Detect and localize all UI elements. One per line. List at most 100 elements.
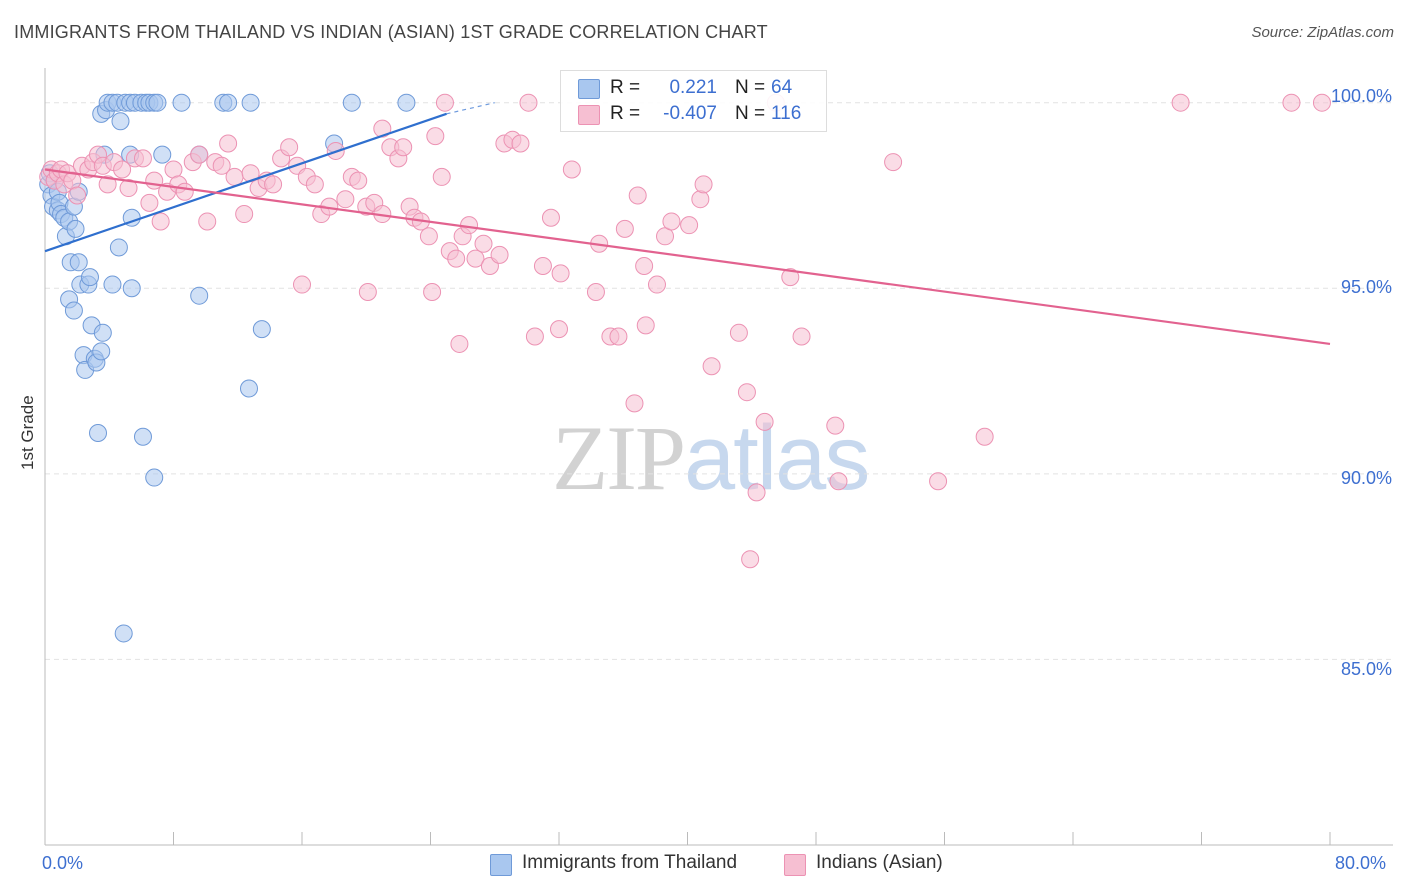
legend-row-thailand: R = 0.221 N = 64 (561, 75, 826, 101)
indians-point (151, 212, 170, 231)
legend-swatch-pink (578, 105, 600, 125)
indians-point (636, 316, 655, 335)
y-tick-label-85: 85.0% (1340, 659, 1392, 679)
thailand-point (397, 93, 416, 112)
thailand-point (241, 93, 260, 112)
legend-r-label: R = (610, 77, 641, 98)
indians-point (929, 472, 948, 491)
indians-point (525, 327, 544, 346)
indians-point (1171, 93, 1190, 112)
indians-point (609, 327, 628, 346)
thailand-point (133, 427, 152, 446)
indians-point (113, 160, 132, 179)
indians-point (426, 127, 445, 146)
indians-point (394, 138, 413, 157)
x-tick-label-min: 0.0% (42, 853, 84, 873)
indians-point (647, 275, 666, 294)
indians-trend-line (44, 168, 1331, 346)
y-tick-label-95: 95.0% (1340, 277, 1392, 297)
indians-point (140, 193, 159, 212)
indians-point (511, 134, 530, 153)
thailand-point (89, 424, 108, 443)
thailand-point (93, 323, 112, 342)
thailand-point (342, 93, 361, 112)
indians-point (550, 320, 568, 339)
thailand-point (219, 93, 238, 112)
chart-title: IMMIGRANTS FROM THAILAND VS INDIAN (ASIA… (14, 22, 768, 42)
indians-point (432, 167, 451, 186)
indians-point (1312, 93, 1331, 112)
legend-r-value: 0.221 (669, 77, 717, 98)
indians-point (98, 175, 117, 194)
indians-point (656, 227, 675, 246)
indians-point (741, 550, 760, 569)
bottom-legend-label-indians: Indians (Asian) (816, 852, 943, 873)
thailand-point (148, 93, 167, 112)
legend-r-value: -0.407 (663, 103, 717, 124)
thailand-point (190, 286, 209, 305)
indians-point (212, 156, 231, 175)
legend-n-label: N = (735, 103, 766, 124)
legend-swatch-blue (578, 79, 600, 99)
indians-point (423, 282, 442, 301)
y-tick-label-90: 90.0% (1340, 468, 1392, 488)
watermark-zip: ZIP (552, 407, 686, 509)
indians-point (729, 323, 748, 342)
legend-n-value: 64 (771, 77, 793, 98)
indians-point (293, 275, 311, 294)
indians-point (1282, 93, 1301, 112)
source-note: Source: ZipAtlas.com (1251, 24, 1394, 41)
indians-point (586, 282, 605, 301)
indians-point (225, 167, 244, 186)
indians-point (884, 153, 903, 172)
indians-point (680, 216, 699, 235)
thailand-point (114, 624, 133, 643)
thailand-point (64, 301, 83, 320)
indians-point (133, 149, 152, 168)
indians-point (533, 257, 552, 275)
indians-point (305, 175, 324, 194)
thailand-point (80, 268, 99, 287)
indians-point (190, 145, 209, 164)
indians-point (519, 93, 538, 112)
thailand-point (69, 253, 88, 272)
indians-point (737, 383, 756, 402)
legend-n-value: 116 (771, 103, 802, 124)
indians-point (198, 212, 217, 231)
indians-point (691, 190, 710, 209)
indians-point (264, 175, 283, 194)
indians-point (68, 186, 87, 205)
stats-legend: R = 0.221 N = 64 R = -0.407 N = 116 (560, 70, 827, 132)
legend-r-label: R = (610, 103, 641, 124)
indians-point (358, 282, 377, 301)
indians-point (336, 190, 355, 209)
indians-point (829, 472, 848, 491)
thailand-point (103, 275, 122, 294)
thailand-point (92, 342, 111, 361)
bottom-legend-swatch-blue (490, 854, 512, 876)
indians-point (551, 264, 570, 283)
indians-point (625, 394, 644, 413)
bottom-legend-label-thailand: Immigrants from Thailand (522, 852, 738, 873)
indians-point (419, 227, 438, 246)
indians-point (219, 134, 238, 153)
legend-row-indians: R = -0.407 N = 116 (561, 101, 826, 127)
indians-point (792, 327, 811, 346)
indians-point (694, 175, 713, 194)
indians-point (450, 334, 469, 353)
thailand-point (153, 145, 172, 164)
thailand-point (122, 279, 141, 298)
indians-point (490, 245, 509, 264)
indians-point (702, 357, 721, 376)
indians-point (662, 212, 681, 231)
thailand-point (252, 320, 271, 339)
thailand-point (239, 379, 258, 398)
thailand-trend-extension (446, 102, 495, 115)
indians-point (562, 160, 581, 179)
thailand-trend-line (44, 112, 447, 253)
indians-point (119, 179, 138, 198)
indians-point (635, 257, 654, 275)
indians-point (235, 205, 254, 224)
thailand-point (109, 238, 128, 257)
